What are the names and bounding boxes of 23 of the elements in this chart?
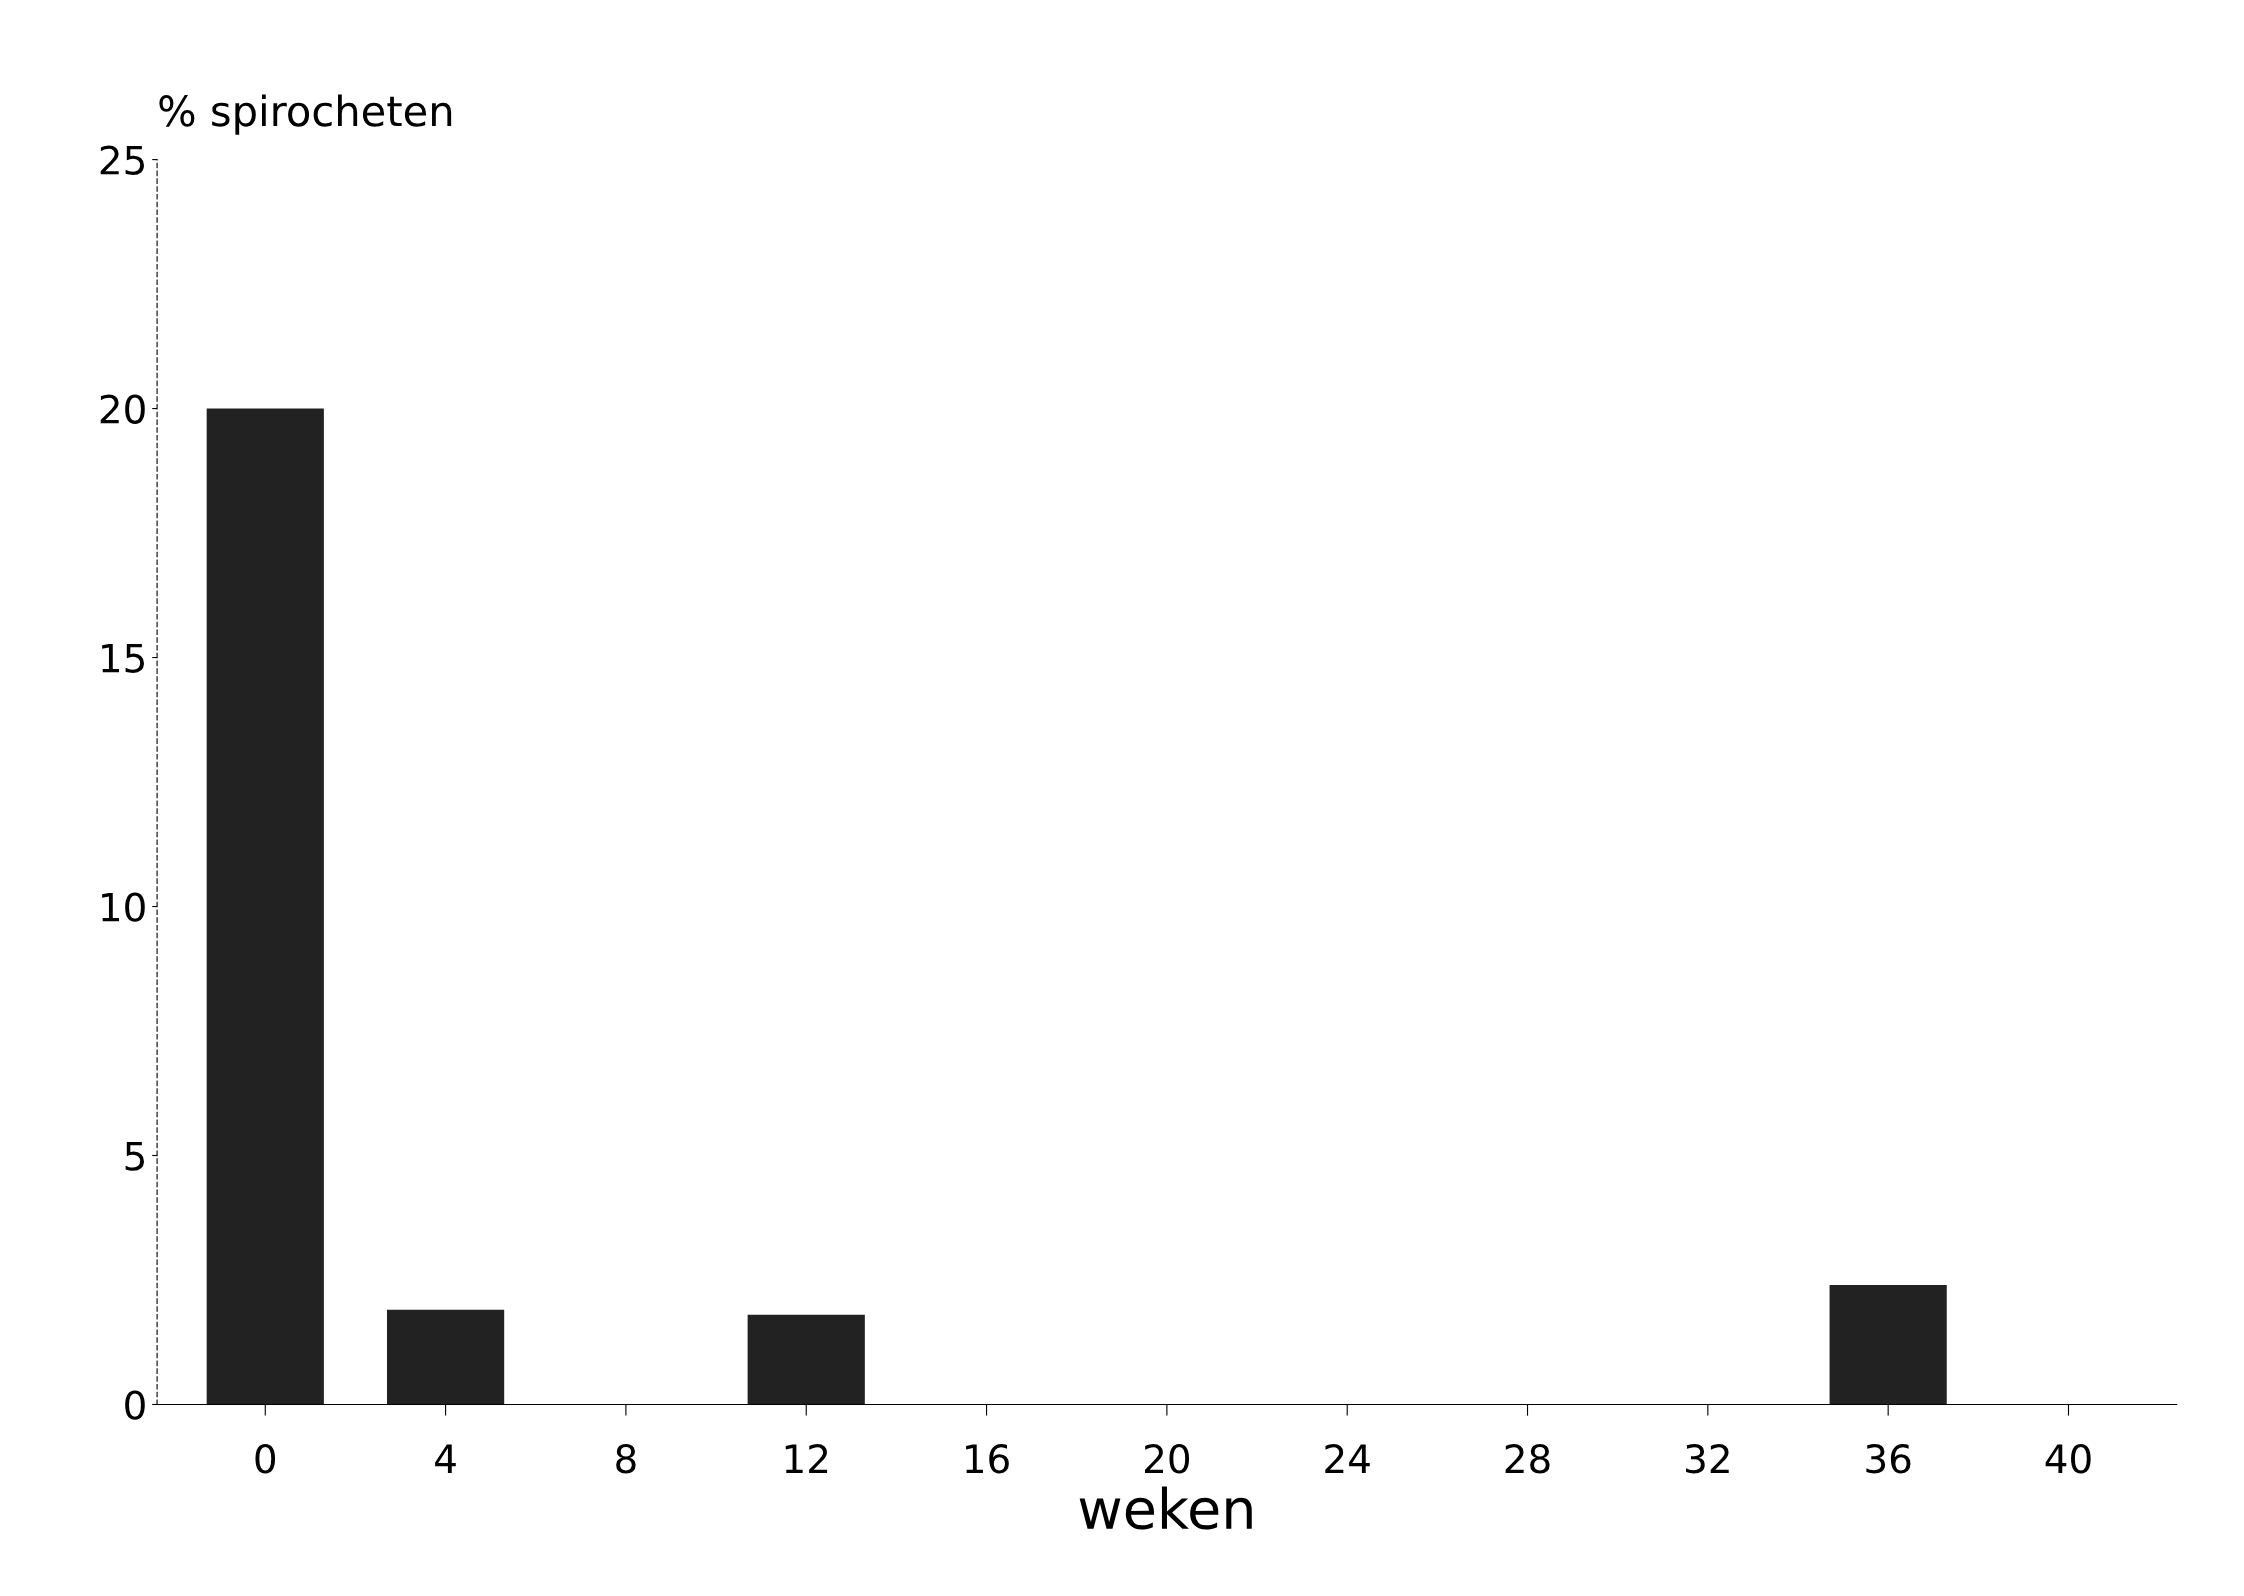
bar: [747, 1314, 865, 1405]
y-tick-label: 5: [125, 1141, 144, 1171]
bar: [206, 408, 324, 1405]
x-tick-label: 28: [1505, 1444, 1550, 1474]
x-tick-label: 20: [1144, 1444, 1190, 1474]
bar: [1829, 1284, 1947, 1405]
x-axis-title: weken: [1079, 1486, 1252, 1530]
y-tick-label: 10: [102, 892, 145, 922]
x-tick-label: 0: [255, 1444, 276, 1474]
x-tick-label: 8: [616, 1444, 636, 1474]
y-tick-label: 25: [100, 145, 144, 175]
x-tick-label: 4: [435, 1444, 456, 1473]
y-tick-label: 15: [102, 643, 144, 673]
y-tick-label: 20: [100, 394, 145, 424]
x-tick-label: 16: [966, 1444, 1009, 1474]
y-axis-title: % spirocheten: [159, 94, 452, 135]
x-tick-label: 40: [2045, 1444, 2091, 1474]
x-tick-label: 24: [1325, 1444, 1370, 1473]
x-tick-label: 32: [1686, 1444, 1729, 1474]
y-tick-label: 0: [125, 1390, 145, 1420]
bar: [386, 1309, 505, 1405]
x-tick-label: 36: [1866, 1444, 1911, 1474]
x-tick-label: 12: [785, 1444, 828, 1473]
